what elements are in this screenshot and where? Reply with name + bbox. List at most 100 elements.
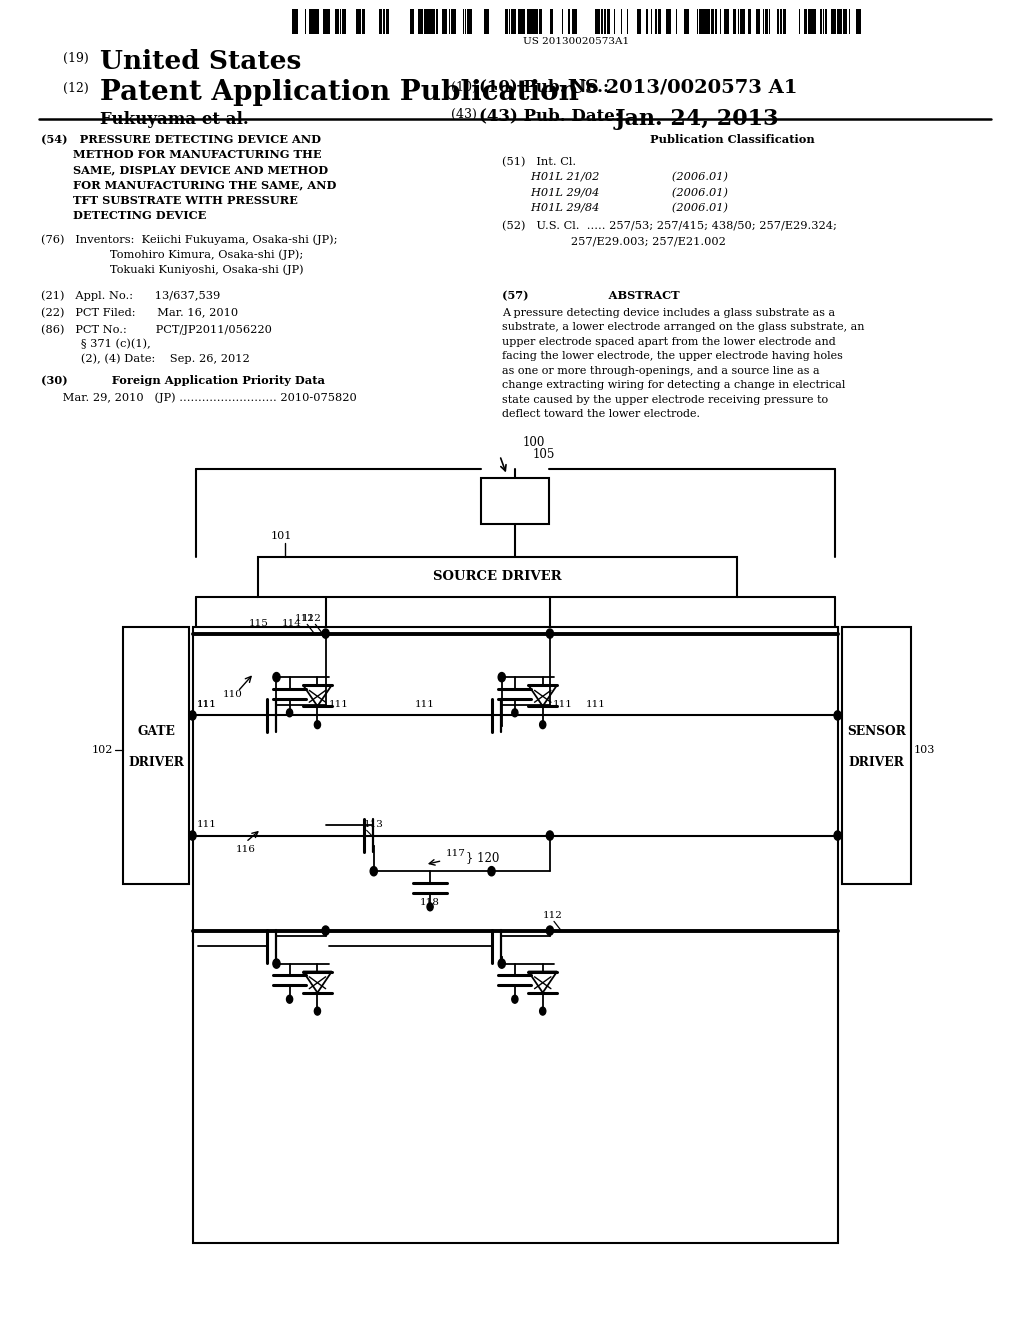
Text: US 2013/0020573 A1: US 2013/0020573 A1 <box>568 79 798 96</box>
Text: deflect toward the lower electrode.: deflect toward the lower electrode. <box>502 409 699 420</box>
Text: 111: 111 <box>586 700 605 709</box>
Bar <box>435 9 438 33</box>
Circle shape <box>314 1007 321 1015</box>
Bar <box>340 9 341 33</box>
Text: SOURCE DRIVER: SOURCE DRIVER <box>433 570 562 583</box>
Text: (52)   U.S. Cl.  ..... 257/53; 257/415; 438/50; 257/E29.324;: (52) U.S. Cl. ..... 257/53; 257/415; 438… <box>502 220 837 231</box>
Text: (12): (12) <box>63 82 89 95</box>
Bar <box>534 9 535 33</box>
Text: A pressure detecting device includes a glass substrate as a: A pressure detecting device includes a g… <box>502 308 835 318</box>
Text: 111: 111 <box>197 820 216 829</box>
Bar <box>826 9 827 33</box>
Text: SENSOR: SENSOR <box>847 726 906 738</box>
Text: 111: 111 <box>415 700 434 709</box>
Bar <box>326 9 330 33</box>
Text: (30)           Foreign Application Priority Data: (30) Foreign Application Priority Data <box>41 375 325 385</box>
Bar <box>463 9 465 33</box>
Bar <box>465 9 466 33</box>
Text: 111: 111 <box>197 700 216 709</box>
Circle shape <box>547 630 553 639</box>
Text: DRIVER: DRIVER <box>128 756 184 768</box>
Bar <box>355 9 360 33</box>
Bar <box>804 9 807 33</box>
Bar <box>837 9 838 33</box>
Circle shape <box>322 927 330 935</box>
Bar <box>484 9 489 33</box>
Bar <box>193 627 838 1243</box>
Text: substrate, a lower electrode arranged on the glass substrate, an: substrate, a lower electrode arranged on… <box>502 322 864 333</box>
Bar <box>856 9 859 33</box>
Bar <box>449 9 451 33</box>
Text: 117: 117 <box>445 849 465 858</box>
Bar <box>740 9 742 33</box>
Text: Patent Application Publication: Patent Application Publication <box>100 79 580 106</box>
Bar <box>552 9 553 33</box>
Text: Tokuaki Kuniyoshi, Osaka-shi (JP): Tokuaki Kuniyoshi, Osaka-shi (JP) <box>41 264 303 276</box>
Bar <box>305 9 306 33</box>
Bar <box>296 9 299 33</box>
Bar <box>383 9 385 33</box>
Circle shape <box>498 958 506 969</box>
Bar <box>309 9 312 33</box>
Bar <box>724 9 725 33</box>
Text: 105: 105 <box>532 447 555 461</box>
Text: SAME, DISPLAY DEVICE AND METHOD: SAME, DISPLAY DEVICE AND METHOD <box>41 165 328 176</box>
Text: (2), (4) Date:    Sep. 26, 2012: (2), (4) Date: Sep. 26, 2012 <box>41 354 250 364</box>
Text: Fukuyama et al.: Fukuyama et al. <box>100 111 249 128</box>
Bar <box>601 9 603 33</box>
Text: METHOD FOR MANUFACTURING THE: METHOD FOR MANUFACTURING THE <box>41 149 322 160</box>
Bar <box>622 9 623 33</box>
Circle shape <box>427 903 433 911</box>
Text: DETECTING DEVICE: DETECTING DEVICE <box>41 210 206 220</box>
Text: 100: 100 <box>522 436 545 449</box>
Circle shape <box>834 710 841 721</box>
Bar <box>684 9 689 33</box>
Bar <box>657 9 662 33</box>
Bar <box>613 9 615 33</box>
Bar <box>765 9 768 33</box>
Bar <box>418 9 423 33</box>
Text: 111: 111 <box>329 700 348 709</box>
Circle shape <box>512 995 518 1003</box>
Text: (51)   Int. Cl.: (51) Int. Cl. <box>502 157 575 168</box>
Bar <box>522 9 524 33</box>
Circle shape <box>487 866 496 876</box>
Bar <box>651 9 652 33</box>
Text: 111: 111 <box>197 700 216 709</box>
Bar <box>451 9 456 33</box>
Text: H01L 21/02                    (2006.01): H01L 21/02 (2006.01) <box>502 172 728 182</box>
Text: 116: 116 <box>236 845 255 854</box>
Bar <box>783 9 786 33</box>
Bar <box>749 9 751 33</box>
Text: 110: 110 <box>223 690 243 700</box>
Text: United States: United States <box>100 49 302 74</box>
Text: (19): (19) <box>63 51 89 65</box>
Text: 114: 114 <box>282 619 301 628</box>
Text: 103: 103 <box>913 744 935 755</box>
Bar <box>711 9 715 33</box>
Text: (21)   Appl. No.:      13/637,539: (21) Appl. No.: 13/637,539 <box>41 290 220 301</box>
Bar <box>831 9 837 33</box>
Text: as one or more through-openings, and a source line as a: as one or more through-openings, and a s… <box>502 366 819 376</box>
Text: 111: 111 <box>553 700 572 709</box>
Bar <box>518 9 521 33</box>
Bar <box>699 9 702 33</box>
Bar <box>839 9 842 33</box>
Bar <box>715 9 718 33</box>
Bar <box>258 557 737 597</box>
Circle shape <box>322 630 330 639</box>
Bar <box>734 9 735 33</box>
Bar <box>808 9 813 33</box>
Bar <box>323 9 326 33</box>
Circle shape <box>272 958 281 969</box>
Bar <box>843 9 844 33</box>
Text: 102: 102 <box>91 744 113 755</box>
Bar <box>676 9 677 33</box>
Bar <box>604 9 605 33</box>
Bar <box>505 9 508 33</box>
Bar <box>823 9 824 33</box>
Text: (76)   Inventors:  Keiichi Fukuyama, Osaka-shi (JP);: (76) Inventors: Keiichi Fukuyama, Osaka-… <box>41 235 338 246</box>
Bar <box>441 9 446 33</box>
Bar <box>667 9 672 33</box>
Bar <box>550 9 552 33</box>
